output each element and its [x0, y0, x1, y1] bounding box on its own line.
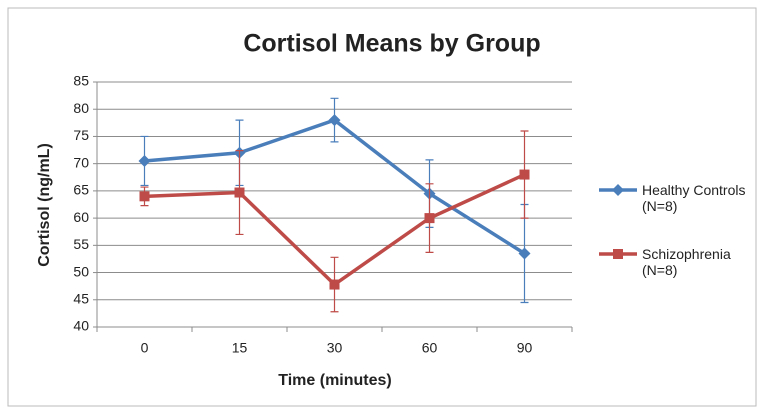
marker [138, 154, 151, 167]
legend-item: Healthy Controls (N=8) [598, 182, 758, 214]
y-tick-label: 85 [73, 73, 89, 89]
chart-title: Cortisol Means by Group [243, 30, 540, 58]
x-tick-label: 90 [517, 340, 533, 356]
legend-swatch [599, 184, 637, 196]
y-tick-label: 75 [73, 127, 89, 143]
legend-label: Healthy Controls (N=8) [642, 182, 746, 214]
y-tick-label: 60 [73, 209, 89, 225]
marker [613, 249, 623, 259]
legend-label: Schizophrenia (N=8) [642, 246, 731, 278]
legend-swatch [599, 249, 637, 259]
marker [424, 213, 435, 224]
y-tick-label: 50 [73, 263, 89, 279]
x-tick-label: 60 [422, 340, 438, 356]
marker [329, 279, 340, 290]
y-tick-label: 45 [73, 290, 89, 306]
y-tick-label: 55 [73, 236, 89, 252]
chart-border [7, 7, 757, 407]
x-tick-label: 15 [232, 340, 248, 356]
marker [518, 247, 531, 260]
y-tick-label: 65 [73, 182, 89, 198]
x-axis-label: Time (minutes) [278, 372, 392, 389]
marker [234, 187, 245, 198]
y-tick-label: 80 [73, 100, 89, 116]
x-tick-label: 0 [141, 340, 149, 356]
marker [519, 169, 530, 180]
y-tick-label: 40 [73, 318, 89, 334]
legend-item: Schizophrenia (N=8) [598, 246, 758, 278]
x-tick-label: 30 [327, 340, 343, 356]
y-tick-label: 70 [73, 154, 89, 170]
marker [612, 184, 624, 196]
marker [328, 114, 341, 127]
marker [139, 191, 150, 202]
y-axis-label: Cortisol (ng/mL) [36, 143, 53, 267]
